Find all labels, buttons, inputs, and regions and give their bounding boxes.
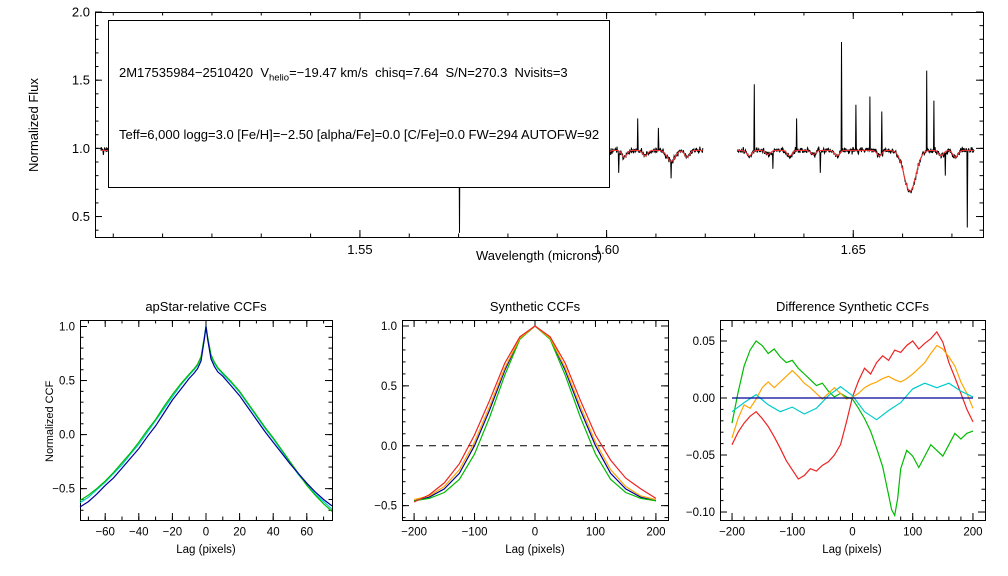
svg-text:0.05: 0.05 [693, 336, 715, 348]
ccf-panel-2-title: Synthetic CCFs [489, 299, 581, 314]
diff_ccf-series-orange [731, 344, 974, 439]
diff_ccf-series [731, 330, 974, 518]
svg-text:−20: −20 [163, 527, 183, 539]
ccf-panel-1-x-axis-label: Lag (pixels) [176, 544, 236, 556]
apstar_ccf-series-cyan [79, 326, 333, 510]
svg-text:−60: −60 [95, 527, 115, 539]
diff_ccf-series-green [731, 340, 974, 518]
svg-text:0: 0 [203, 527, 209, 539]
synthetic_ccf-series [413, 325, 657, 503]
svg-text:0.00: 0.00 [693, 393, 715, 405]
synthetic_ccf-series-orange [413, 325, 657, 501]
svg-text:−100: −100 [462, 527, 488, 539]
svg-text:1.55: 1.55 [347, 242, 372, 257]
spectrum-tick-labels: 1.55 1.60 1.65 0.5 1.0 1.5 2.0 [72, 5, 866, 257]
spectrum-axes [95, 11, 984, 238]
svg-text:0.5: 0.5 [72, 209, 90, 224]
annotation-fit-stats: =−19.47 km/s chisq=7.64 S/N=270.3 Nvisit… [289, 65, 568, 80]
svg-text:0.5: 0.5 [381, 381, 397, 393]
annotation-star-id: 2M17535984−2510420 V [119, 65, 269, 80]
diff_ccf-tick-labels: −200 −100 0 100 200 −0.10 −0.05 0.00 0.05 [686, 336, 983, 538]
ccf-panel-3-x-axis-label: Lag (pixels) [822, 544, 882, 556]
ccf-panel-1-y-axis-label: Normalized CCF [44, 380, 56, 462]
svg-text:200: 200 [963, 527, 982, 539]
ccf-panel-2-x-axis-label: Lag (pixels) [505, 544, 565, 556]
ccf-panel-1-title: apStar-relative CCFs [145, 299, 267, 314]
svg-text:1.65: 1.65 [841, 242, 866, 257]
svg-text:0.0: 0.0 [381, 441, 397, 453]
annotation-line-1: 2M17535984−2510420 Vhelio=−19.47 km/s ch… [119, 63, 599, 86]
apstar_ccf-series-green [79, 326, 333, 512]
svg-text:2.0: 2.0 [72, 5, 90, 20]
apstar_ccf-axes [80, 320, 333, 521]
apstar_ccf-tick-labels: −60 −40 −20 0 20 40 60 −0.5 0.0 0.5 1.0 [52, 322, 313, 539]
svg-text:100: 100 [903, 527, 922, 539]
svg-text:−0.5: −0.5 [52, 484, 75, 496]
svg-text:1.0: 1.0 [72, 141, 90, 156]
synthetic_ccf-tick-labels: −200 −100 0 100 200 −0.5 0.0 0.5 1.0 [374, 321, 665, 538]
spectrum-x-axis-label: Wavelength (microns) [476, 248, 602, 263]
svg-text:−40: −40 [129, 527, 149, 539]
synthetic_ccf-series-red [413, 325, 657, 503]
diff_ccf-series-cyan [731, 382, 974, 421]
svg-text:0.0: 0.0 [59, 430, 75, 442]
svg-text:−0.05: −0.05 [686, 450, 715, 462]
diff_ccf-axes [720, 320, 986, 521]
spectrum-y-axis-label: Normalized Flux [26, 78, 41, 172]
svg-text:100: 100 [586, 527, 605, 539]
svg-text:40: 40 [267, 527, 280, 539]
svg-text:0: 0 [532, 527, 538, 539]
svg-text:200: 200 [646, 527, 665, 539]
svg-text:−0.10: −0.10 [686, 507, 715, 519]
synthetic_ccf-axes [402, 320, 669, 521]
apstar_ccf-series [79, 326, 333, 512]
svg-text:0: 0 [849, 527, 855, 539]
svg-text:1.60: 1.60 [594, 242, 619, 257]
svg-text:60: 60 [300, 527, 313, 539]
svg-text:−200: −200 [719, 527, 745, 539]
apstar_ccf-series-navy [79, 326, 333, 508]
ccf-panel-3-title: Difference Synthetic CCFs [776, 299, 929, 314]
svg-text:1.0: 1.0 [59, 322, 75, 334]
annotation-box: 2M17535984−2510420 Vhelio=−19.47 km/s ch… [108, 20, 611, 189]
spectrum-model-trace [737, 149, 975, 192]
svg-text:1.0: 1.0 [381, 321, 397, 333]
svg-text:−200: −200 [401, 527, 427, 539]
svg-text:20: 20 [233, 527, 246, 539]
svg-text:0.5: 0.5 [59, 376, 75, 388]
svg-text:−0.5: −0.5 [374, 501, 397, 513]
svg-text:−100: −100 [779, 527, 805, 539]
annotation-line-2: Teff=6,000 logg=3.0 [Fe/H]=−2.50 [alpha/… [119, 126, 600, 142]
spectrum-data-trace [736, 41, 975, 228]
svg-text:1.5: 1.5 [72, 73, 90, 88]
annotation-vhelio-sub: helio [269, 72, 290, 84]
